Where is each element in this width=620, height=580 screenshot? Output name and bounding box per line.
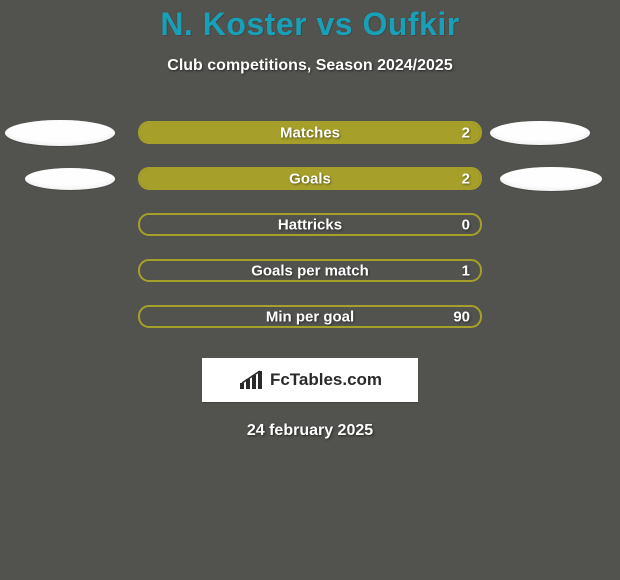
stat-bar-goals-per-match: Goals per match 1	[138, 259, 482, 282]
stat-row: Min per goal 90	[0, 305, 620, 328]
stat-bar-min-per-goal: Min per goal 90	[138, 305, 482, 328]
footer-date: 24 february 2025	[0, 422, 620, 440]
stat-label: Goals per match	[140, 262, 480, 279]
stat-bar-fill	[140, 169, 480, 188]
stat-row: Goals per match 1	[0, 259, 620, 282]
logo-text: FcTables.com	[270, 370, 382, 390]
stat-bar-goals: Goals 2	[138, 167, 482, 190]
stat-bar-hattricks: Hattricks 0	[138, 213, 482, 236]
stat-label: Hattricks	[140, 216, 480, 233]
stat-bar-fill	[140, 123, 480, 142]
player-left-marker	[5, 120, 115, 146]
stat-bar-matches: Matches 2	[138, 121, 482, 144]
stat-row: Goals 2	[0, 167, 620, 190]
player-right-marker	[500, 167, 602, 191]
comparison-card: N. Koster vs Oufkir Club competitions, S…	[0, 0, 620, 580]
page-subtitle: Club competitions, Season 2024/2025	[0, 57, 620, 75]
stat-row: Matches 2	[0, 121, 620, 144]
player-left-marker	[25, 168, 115, 190]
player-right-marker	[490, 121, 590, 145]
page-title: N. Koster vs Oufkir	[0, 6, 620, 43]
stats-list: Matches 2 Goals 2 Hattricks 0	[0, 121, 620, 328]
stat-row: Hattricks 0	[0, 213, 620, 236]
source-logo: FcTables.com	[202, 358, 418, 402]
stat-label: Min per goal	[140, 308, 480, 325]
stat-value: 90	[453, 308, 470, 325]
stat-value: 1	[462, 262, 470, 279]
stat-value: 0	[462, 216, 470, 233]
bar-chart-icon	[238, 369, 264, 391]
